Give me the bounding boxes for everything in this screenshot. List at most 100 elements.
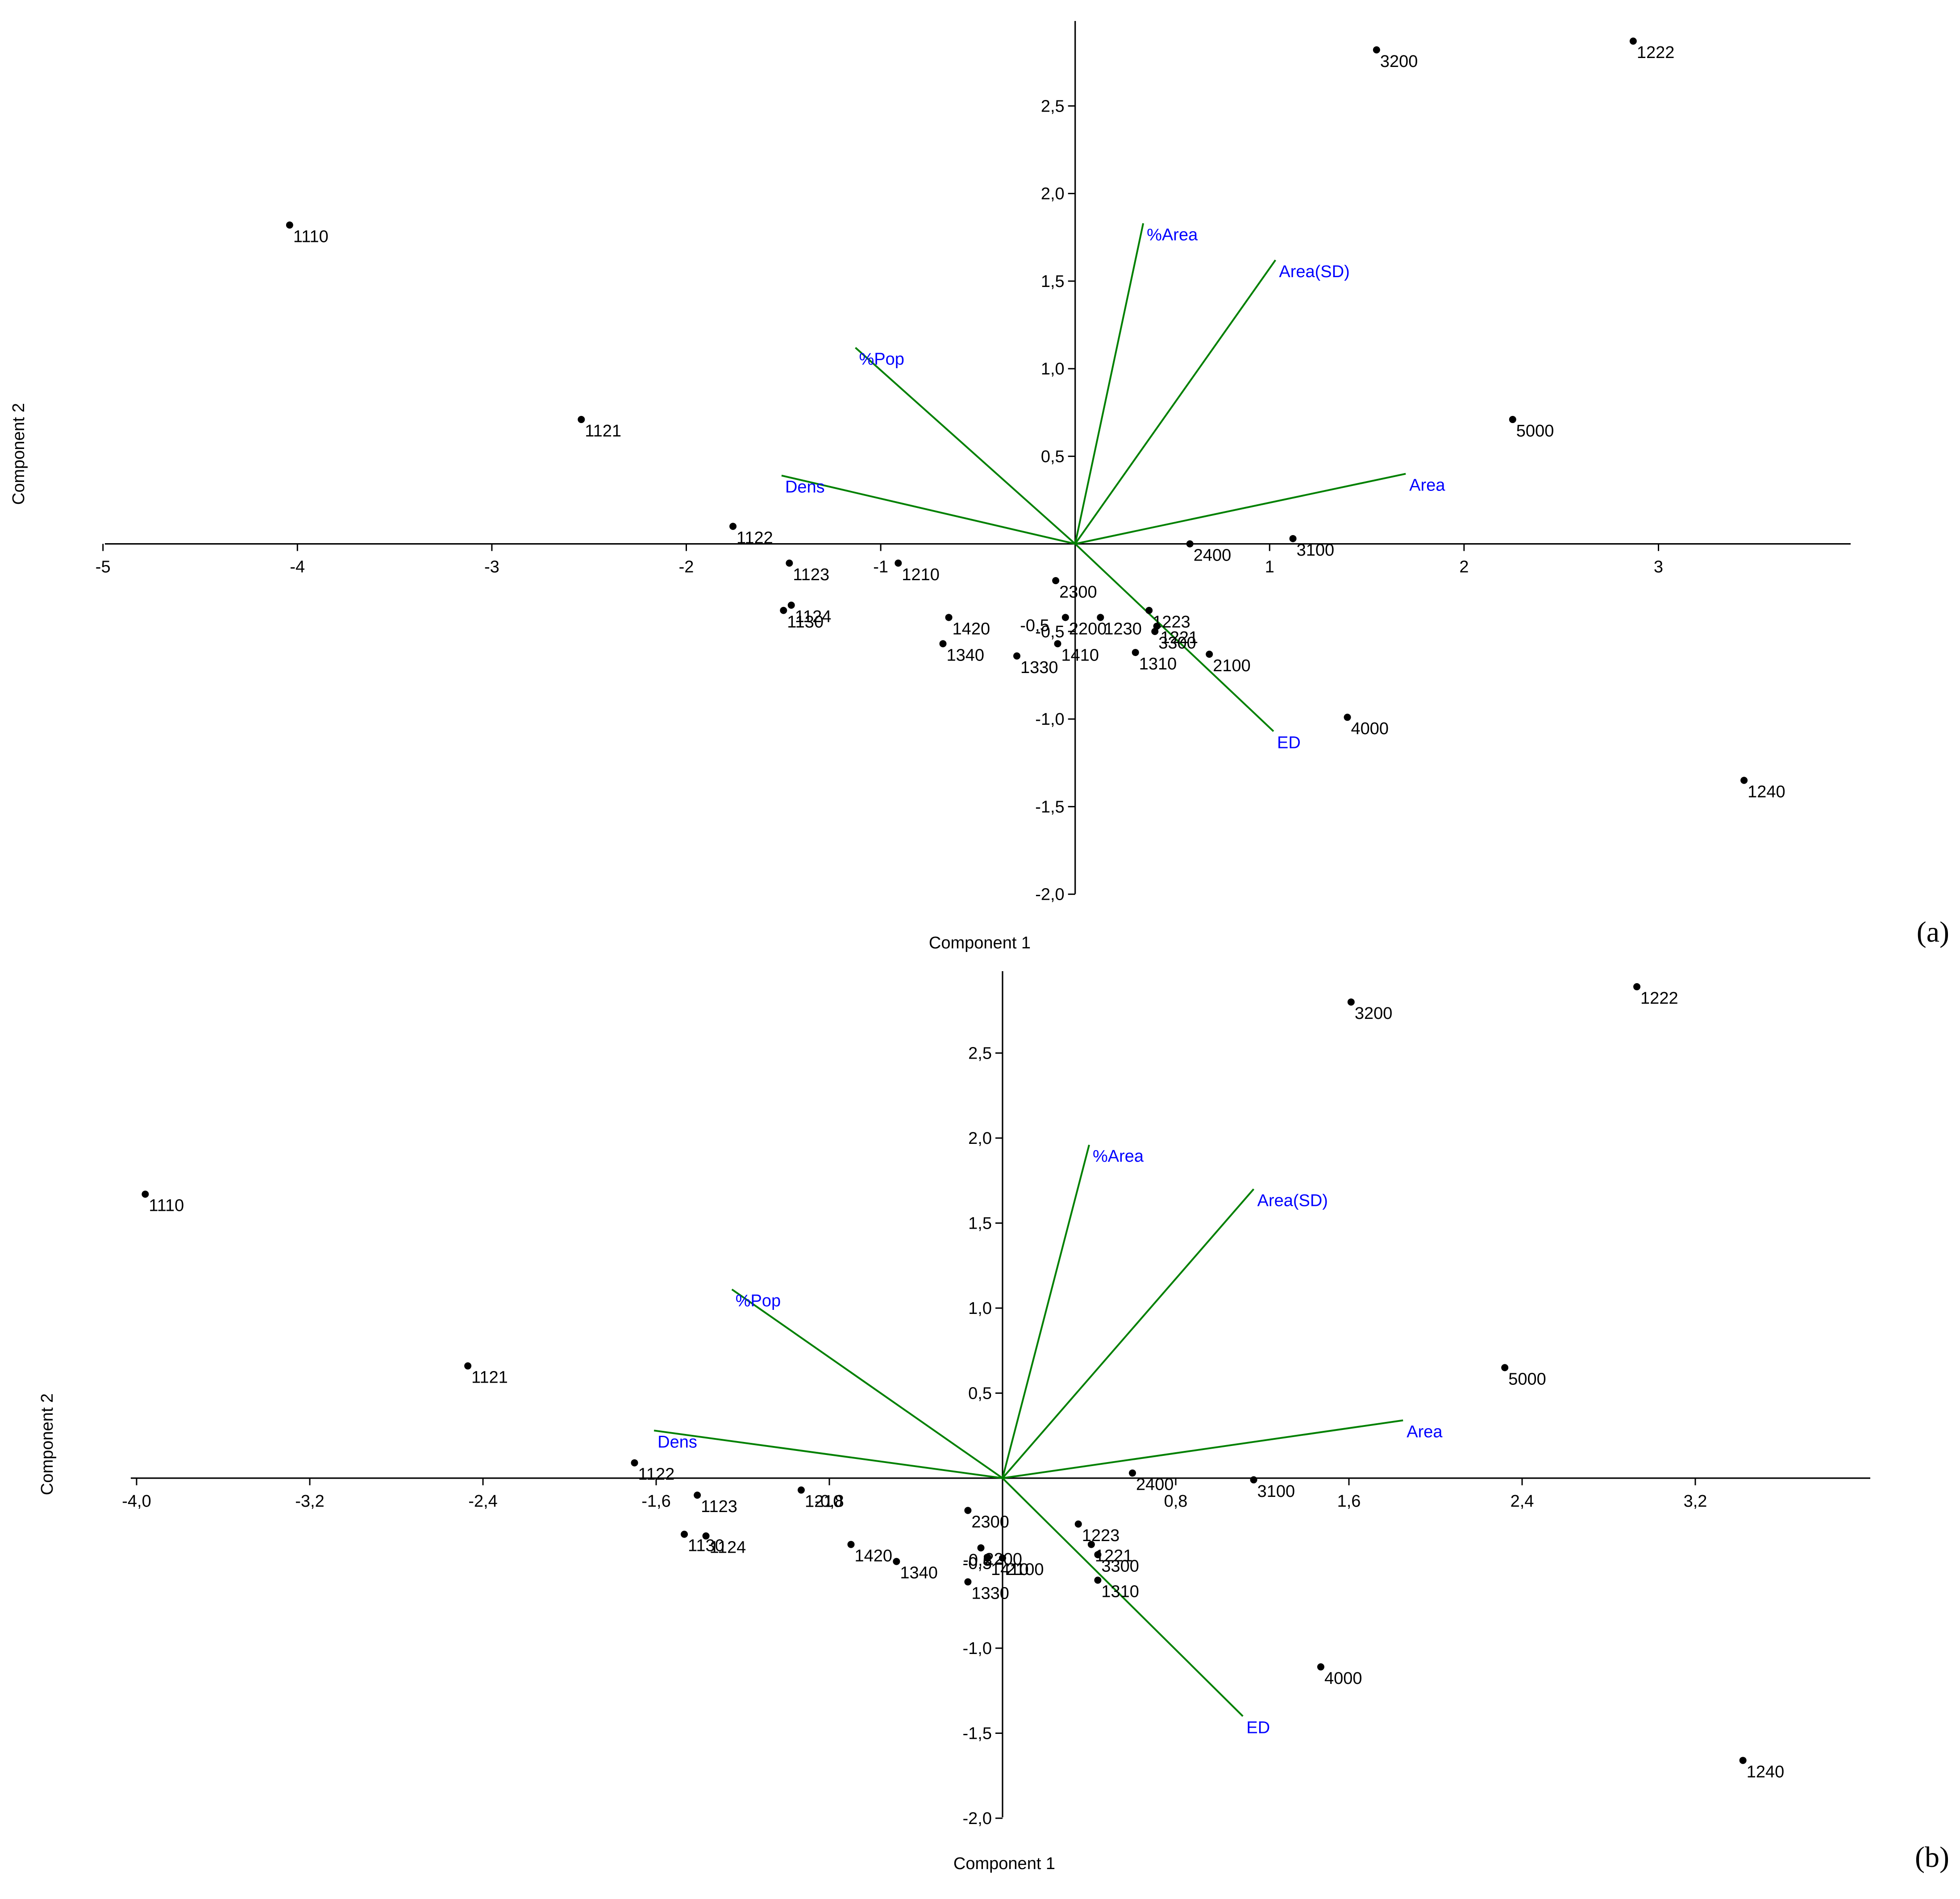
data-point [1317, 1663, 1324, 1670]
point-label: 1222 [1637, 43, 1675, 62]
point-label: 1310 [1139, 655, 1177, 673]
point-label: 1240 [1747, 1762, 1785, 1781]
point-label: 1122 [638, 1465, 675, 1484]
data-point [578, 416, 585, 423]
point-label: 1110 [149, 1197, 184, 1215]
data-point [999, 1554, 1006, 1562]
point-label: 3100 [1257, 1482, 1295, 1501]
point-label: 1123 [701, 1497, 737, 1516]
loading-vector [781, 474, 1076, 545]
loading-vector [1002, 1419, 1403, 1479]
point-label: 1410 [1061, 646, 1099, 665]
point-label: 2100 [1213, 657, 1251, 675]
x-tick-label: 1 [1265, 558, 1274, 577]
point-label: 3100 [1297, 541, 1335, 560]
x-tick-label: 3,2 [1684, 1492, 1707, 1511]
point-label: 2400 [1136, 1475, 1174, 1494]
y-tick-label: 1,5 [1041, 272, 1065, 291]
data-point [694, 1492, 701, 1499]
point-label: 2100 [1006, 1560, 1044, 1579]
data-point [1186, 540, 1194, 548]
loading-label: ED [1277, 734, 1301, 752]
data-point [1347, 998, 1355, 1006]
point-label: 1130 [787, 613, 824, 632]
point-label: 2200 [1069, 619, 1107, 638]
loading-vector [1074, 543, 1274, 732]
y-tick-label: -2,0 [1035, 885, 1064, 904]
point-label: 1124 [710, 1538, 746, 1557]
y-tick-label: -1,0 [1035, 710, 1064, 729]
x-tick-label: 3 [1654, 558, 1663, 577]
data-point [1373, 46, 1380, 54]
data-point [939, 640, 947, 648]
point-label: 1221 [1095, 1547, 1133, 1566]
x-tick-label: -4,0 [122, 1492, 151, 1511]
panel-a-chart: -5 -4 -3 -2 -1 1 2 3 -0,5 2,5 2,0 1,5 1,0 0,5 -0,5 -1,0… [9, 21, 1949, 952]
data-point [797, 1486, 805, 1494]
point-label: 3200 [1355, 1004, 1393, 1023]
data-point [1250, 1476, 1257, 1483]
y-tick-label: -2,0 [963, 1809, 992, 1828]
data-point [1509, 416, 1516, 423]
panel-label: (a) [1917, 916, 1949, 948]
x-tick-label: -2,4 [468, 1492, 497, 1511]
y-tick-label: 0,5 [1041, 447, 1065, 466]
x-axis-title: Component 1 [929, 934, 1031, 952]
point-label: 1230 [1104, 619, 1142, 638]
data-point [1074, 1520, 1082, 1528]
data-point [464, 1362, 472, 1370]
point-label: 1122 [737, 528, 773, 547]
data-point [1094, 1576, 1102, 1584]
point-label: 1330 [1020, 658, 1058, 677]
point-label: 1124 [795, 607, 832, 626]
x-axis-title: Component 1 [953, 1854, 1055, 1873]
point-label: 1410 [991, 1560, 1029, 1579]
loading-vector [1002, 1477, 1244, 1717]
data-point [1132, 648, 1139, 656]
y-tick-label: -1,0 [963, 1639, 992, 1658]
point-label: 1222 [1640, 989, 1678, 1008]
x-tick-label: -0,5 [1020, 616, 1049, 635]
data-point [1206, 650, 1213, 658]
data-point [1739, 1757, 1747, 1764]
loading-vector [1075, 473, 1406, 545]
y-tick-label: 1,0 [1041, 360, 1065, 378]
point-label: 1123 [793, 565, 829, 584]
loading-label: Area [1409, 476, 1445, 495]
data-point [895, 559, 902, 567]
loading-label: Area [1407, 1422, 1443, 1441]
data-point [729, 523, 737, 530]
data-point [977, 1544, 985, 1552]
y-tick-label: 2,5 [968, 1044, 992, 1063]
x-tick-label: 1,6 [1337, 1492, 1361, 1511]
data-point [1740, 777, 1748, 784]
point-label: 4000 [1351, 719, 1389, 738]
data-point [1097, 614, 1104, 621]
point-label: 2300 [1059, 583, 1097, 602]
data-point [945, 614, 953, 621]
data-point [1052, 577, 1060, 585]
data-point [1094, 1551, 1102, 1558]
x-tick-label: -0,8 [815, 1492, 844, 1511]
loading-label: %Area [1093, 1147, 1144, 1166]
data-point [964, 1507, 972, 1514]
data-point [286, 221, 293, 229]
loading-vector [1002, 1144, 1090, 1479]
point-label: 1420 [953, 619, 990, 638]
data-point [1061, 614, 1069, 621]
point-label: 1110 [293, 227, 329, 246]
point-label: 5000 [1508, 1370, 1546, 1388]
point-label: 4000 [1324, 1669, 1362, 1688]
data-point [1087, 1541, 1095, 1548]
loading-label: Dens [657, 1433, 697, 1451]
loading-vector [1074, 259, 1277, 544]
y-tick-label: 0,5 [968, 1384, 992, 1403]
point-label: 1210 [902, 565, 940, 584]
loading-label: Dens [785, 478, 825, 497]
point-label: 1310 [1101, 1583, 1139, 1601]
point-label: 1330 [971, 1584, 1009, 1603]
data-point [141, 1190, 149, 1198]
loading-label: %Area [1147, 225, 1198, 244]
data-point [787, 601, 795, 609]
